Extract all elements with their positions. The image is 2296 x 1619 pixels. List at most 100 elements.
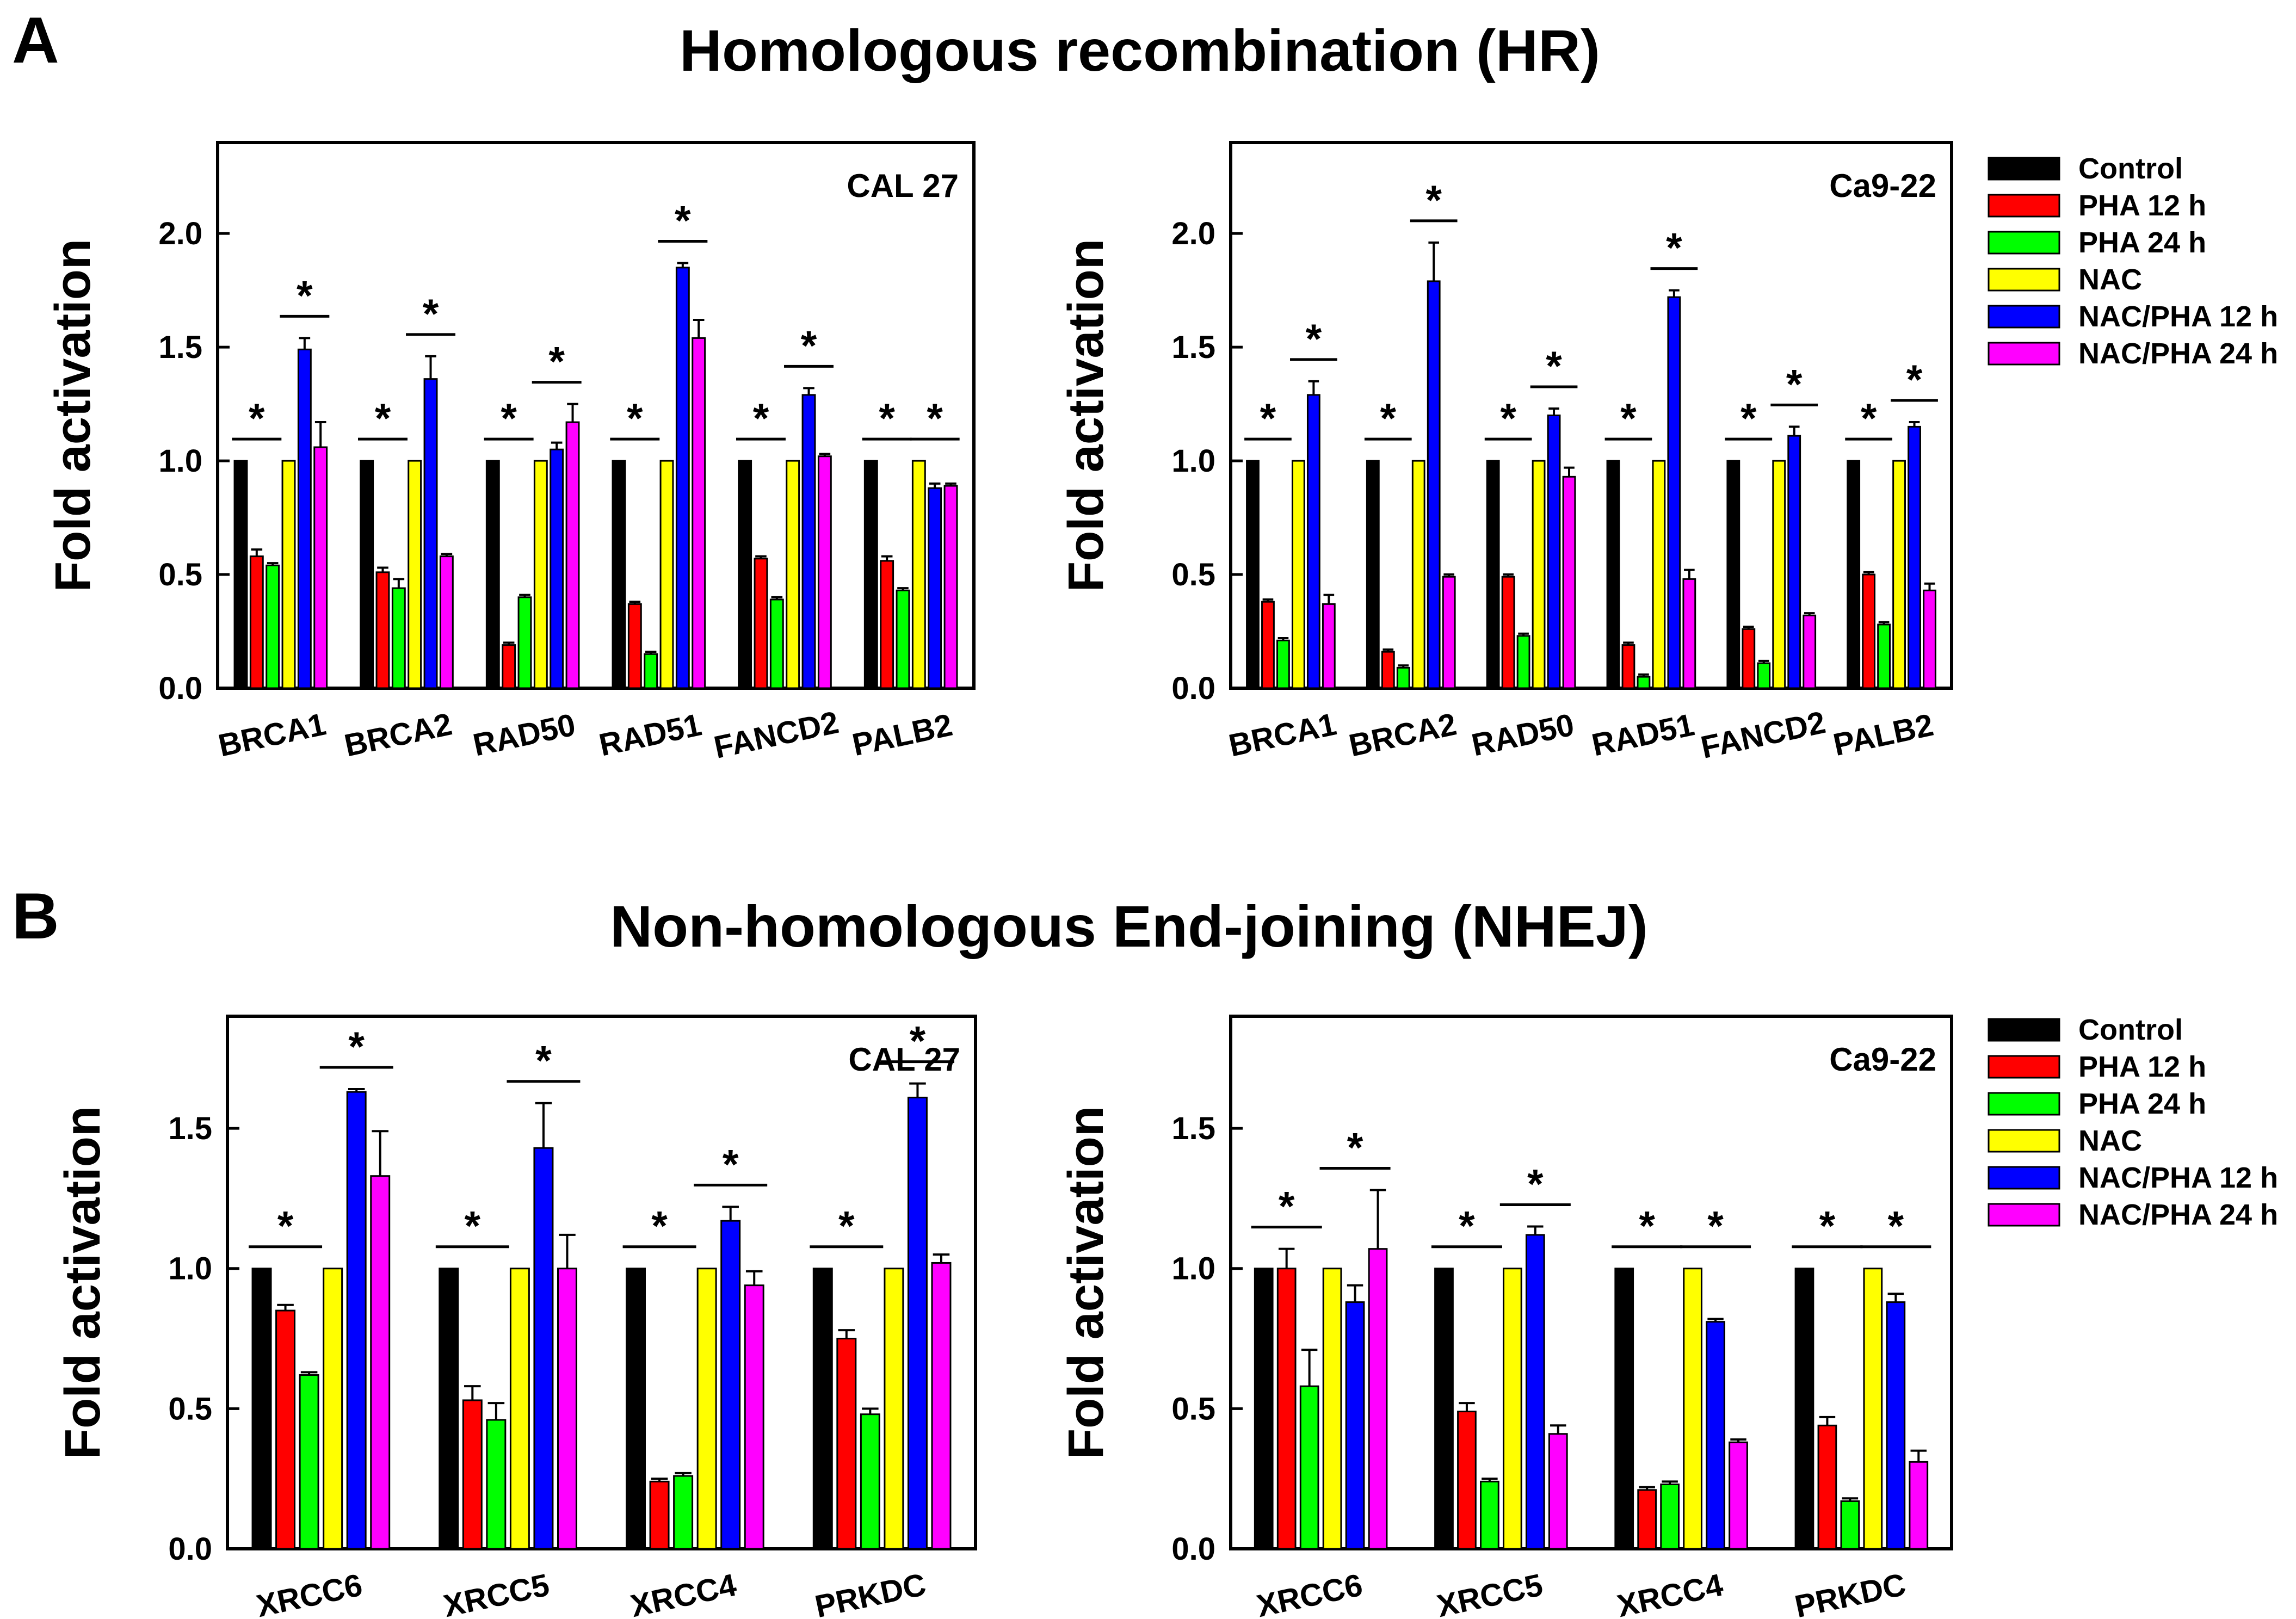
significance-star: * — [1819, 1203, 1836, 1250]
bar — [1637, 1489, 1657, 1550]
bar — [1299, 1385, 1319, 1550]
bar — [1840, 1500, 1860, 1550]
significance-star: * — [1260, 396, 1276, 442]
significance-star: * — [277, 1203, 294, 1250]
legend-swatch — [1988, 194, 2060, 218]
bar — [1862, 573, 1876, 689]
bar — [1847, 460, 1861, 689]
legend-label: NAC/PHA 12 h — [2078, 1161, 2278, 1194]
bar — [1787, 435, 1801, 689]
bar — [1637, 676, 1651, 689]
bar — [1908, 425, 1921, 689]
significance-star: * — [1459, 1203, 1475, 1250]
y-tick-label: 0.0 — [1171, 1531, 1215, 1567]
bar — [612, 460, 626, 689]
bar — [439, 1268, 459, 1550]
legend-label: Control — [2078, 152, 2183, 185]
bar — [1660, 1483, 1680, 1550]
category-label: RAD50 — [470, 707, 579, 763]
bar — [1772, 460, 1786, 689]
bar — [275, 1309, 296, 1550]
bar — [550, 448, 564, 689]
bar — [1434, 1268, 1454, 1550]
legend-label: PHA 12 h — [2078, 1051, 2206, 1083]
y-tick-label: 1.5 — [1171, 1111, 1215, 1146]
significance-star: * — [1306, 316, 1322, 362]
category-label: BRCA2 — [1346, 706, 1460, 763]
bar — [649, 1480, 670, 1550]
legend-label: NAC — [2078, 1124, 2142, 1157]
category-label: XRCC6 — [1254, 1567, 1366, 1619]
legend-swatch — [1988, 157, 2060, 181]
plot-frame — [1229, 1015, 1953, 1550]
bar — [1457, 1411, 1477, 1550]
bar — [370, 1175, 391, 1550]
bar — [509, 1268, 530, 1550]
significance-star: * — [1500, 396, 1516, 442]
bar — [801, 394, 816, 689]
category-label: FANCD2 — [1698, 705, 1828, 765]
category-label: RAD50 — [1468, 707, 1577, 763]
category-label: PALB2 — [849, 707, 955, 763]
legend-label: PHA 24 h — [2078, 226, 2206, 259]
bar — [1276, 639, 1290, 689]
significance-star: * — [249, 396, 265, 442]
significance-star: * — [1620, 396, 1637, 442]
legend-swatch — [1988, 1018, 2060, 1042]
legend-swatch — [1988, 1055, 2060, 1079]
y-tick-label: 0.5 — [1171, 557, 1215, 592]
bar — [907, 1096, 928, 1550]
legend-label: PHA 24 h — [2078, 1087, 2206, 1120]
significance-star: * — [375, 396, 391, 442]
bar — [1486, 460, 1500, 689]
significance-star: * — [1425, 177, 1442, 224]
bar — [1606, 460, 1620, 689]
bar — [1254, 1268, 1274, 1550]
y-tick-label: 0.0 — [158, 671, 202, 706]
category-label: FANCD2 — [711, 705, 842, 765]
bar — [1368, 1248, 1388, 1550]
significance-star: * — [1546, 343, 1562, 390]
bar — [533, 1147, 554, 1550]
bar — [486, 1419, 507, 1550]
bar — [233, 460, 248, 689]
bar — [249, 555, 264, 689]
category-label: XRCC5 — [440, 1567, 552, 1619]
bar — [1614, 1268, 1634, 1550]
charts-layer: 0.0 0.5 1.0 1.5 2.0 Fold activation CAL 27 * * * *… — [45, 141, 1953, 1619]
category-label: BRCA1 — [215, 706, 329, 763]
significance-star: * — [1527, 1161, 1544, 1207]
bar — [836, 1338, 857, 1550]
y-tick-label: 0.0 — [1171, 671, 1215, 706]
category-label: PRKDC — [1792, 1567, 1909, 1619]
significance-star: * — [1666, 225, 1682, 271]
plot-frame — [216, 141, 976, 690]
significance-star: * — [548, 339, 565, 385]
plot-frame — [226, 1015, 977, 1550]
bar — [533, 460, 548, 689]
legend-swatch — [1988, 1092, 2060, 1116]
y-axis-title: Fold activation — [55, 1106, 110, 1459]
bar — [1261, 601, 1275, 689]
bar — [1322, 603, 1336, 689]
significance-star: * — [1380, 396, 1397, 442]
bar — [1548, 1433, 1568, 1550]
bar — [1757, 662, 1771, 689]
bar — [1892, 460, 1906, 689]
legend-swatch — [1988, 305, 2060, 329]
chart-1: 0.0 0.5 1.0 1.5 2.0 Fold activation Ca9-22 * * * *… — [1058, 141, 1953, 765]
bar — [1502, 1268, 1522, 1550]
bar — [1863, 1268, 1883, 1550]
bar — [1682, 578, 1696, 689]
bar — [1411, 460, 1425, 689]
significance-star: * — [927, 396, 943, 442]
bar — [251, 1268, 272, 1550]
bar — [266, 564, 280, 689]
bar — [627, 603, 642, 689]
bar — [1381, 651, 1395, 689]
significance-star: * — [1888, 1203, 1904, 1250]
y-tick-label: 1.0 — [168, 1251, 212, 1287]
y-tick-label: 1.0 — [1171, 443, 1215, 479]
y-axis-title: Fold activation — [45, 239, 101, 592]
